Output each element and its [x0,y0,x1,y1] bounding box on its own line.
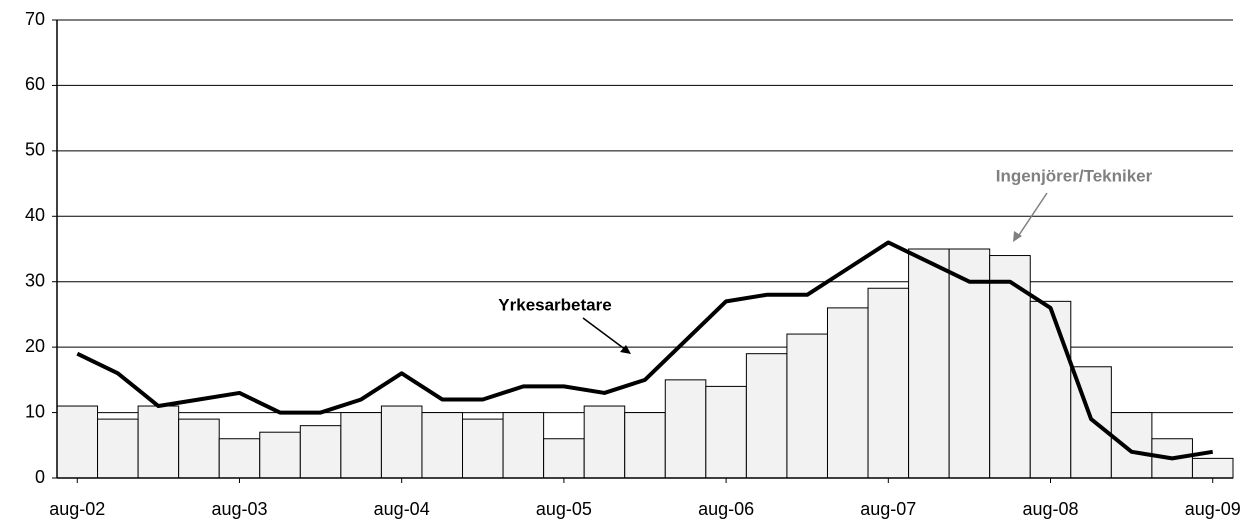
annotation-arrow [1016,192,1048,239]
y-tick-label: 30 [25,270,45,290]
bar [462,418,504,479]
y-tick-label: 10 [25,401,45,421]
bar [908,248,950,479]
bar [624,412,666,479]
bar [56,405,99,479]
annotation-arrowhead [1013,231,1022,242]
x-tick-label: aug-08 [1022,499,1078,519]
bar [867,287,910,479]
x-tick-label: aug-05 [536,499,592,519]
bar [543,438,585,479]
bar [1110,412,1153,479]
bar [137,405,180,479]
bar [705,385,747,479]
bar [218,438,261,479]
bar [340,412,382,479]
bar [826,307,869,479]
bar [380,405,423,479]
bar [583,405,626,479]
bar [786,333,828,479]
x-tick-label: aug-02 [49,499,105,519]
bar [299,425,342,479]
y-tick-label: 60 [25,74,45,94]
series-label: Ingenjörer/Tekniker [996,166,1153,185]
bar [1191,457,1234,479]
bar [259,431,301,479]
x-tick-label: aug-03 [211,499,267,519]
series-label: Yrkesarbetare [498,295,611,314]
x-tick-label: aug-06 [698,499,754,519]
annotation-arrow [582,317,627,351]
y-tick-label: 40 [25,205,45,225]
bar [1151,438,1193,479]
bar [97,418,139,479]
y-tick-label: 20 [25,336,45,356]
bar [948,248,991,479]
x-tick-label: aug-09 [1185,499,1241,519]
bar [178,418,220,479]
y-tick-label: 0 [35,467,45,487]
x-tick-label: aug-04 [374,499,430,519]
bar [502,412,545,479]
line [76,240,1214,461]
x-tick-label: aug-07 [860,499,916,519]
y-tick-label: 50 [25,140,45,160]
bar [421,412,464,479]
bar [745,353,788,479]
plot: 0 10 20 30 40 50 60 70 aug-02 aug-03 aug-04 aug-05 a… [25,9,1241,519]
annotation-arrowhead [620,345,631,354]
y-tick-label: 70 [25,9,45,29]
bar [1029,300,1072,479]
bar [664,379,707,479]
